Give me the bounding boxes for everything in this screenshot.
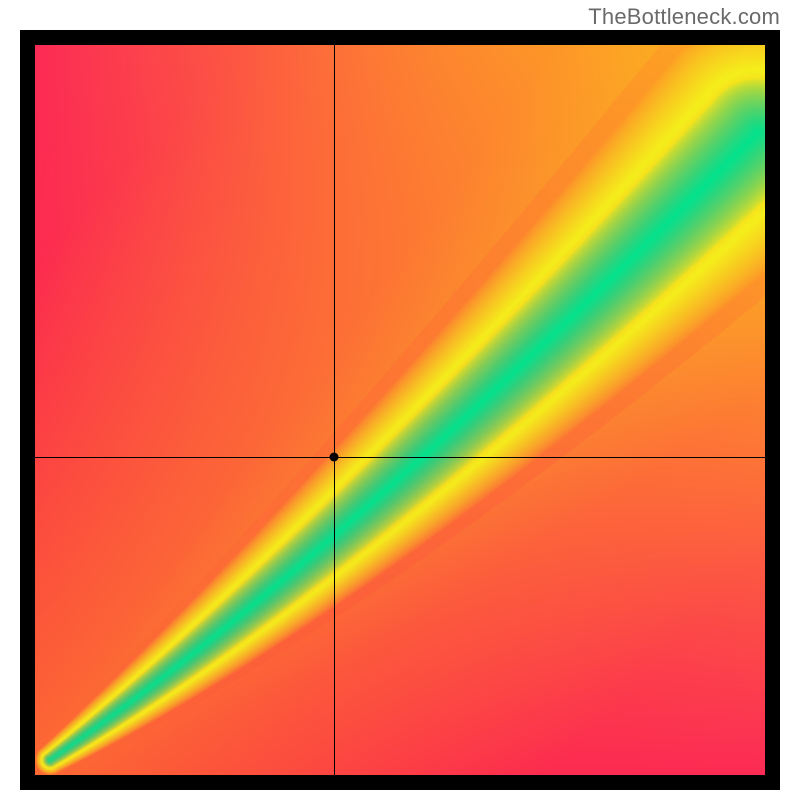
heatmap-plot: [35, 45, 765, 775]
crosshair-vertical: [334, 45, 336, 775]
heatmap-canvas: [35, 45, 765, 775]
crosshair-horizontal: [35, 457, 765, 459]
marker-dot: [330, 453, 339, 462]
chart-frame: [20, 30, 780, 790]
watermark-text: TheBottleneck.com: [588, 4, 780, 30]
